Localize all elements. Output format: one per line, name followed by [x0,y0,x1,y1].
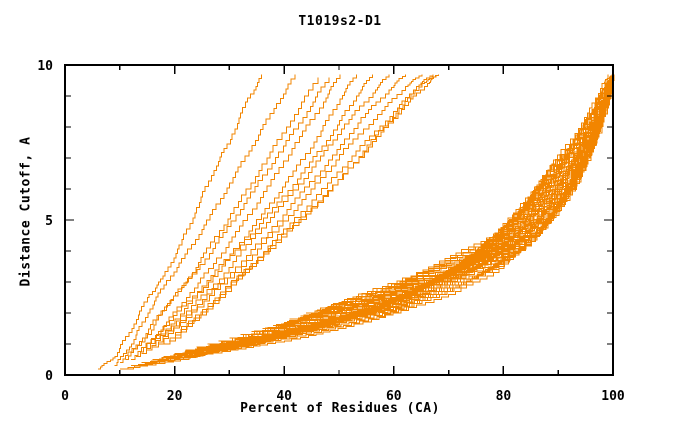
x-tick-label: 20 [167,389,183,404]
chart-title: T1019s2-D1 [298,14,382,29]
chart-series-line [97,74,262,370]
y-tick-label: 5 [45,214,53,229]
chart-series-line [174,74,440,339]
x-tick-label: 40 [276,389,292,404]
chart-series-line [163,74,434,345]
chart-series-line [136,74,357,357]
x-axis-label: Percent of Residues (CA) [240,401,440,416]
y-tick-label: 0 [45,369,53,384]
x-tick-label: 100 [601,389,625,404]
x-tick-label: 0 [61,389,69,404]
chart-series-line [114,74,296,367]
chart-series-line [125,77,330,360]
chart-series-line [119,77,319,364]
tick-labels-layer: 0 20 40 60 80 100 0 5 10 [37,59,625,404]
chart-series-line [317,74,615,311]
chart-series-line [152,74,407,348]
chart-series-line [158,74,423,345]
axes-layer [64,64,614,376]
x-tick-label: 80 [496,389,512,404]
chart-series-line [311,74,615,314]
chart-series-line [273,74,615,326]
x-tick-label: 60 [386,389,402,404]
y-axis-label: Distance Cutoff, A [18,136,34,287]
chart-series-line [130,74,341,360]
curves-layer [97,74,615,370]
chart-series-line [147,74,390,351]
chart-series-line [141,74,374,354]
y-tick-label: 10 [37,59,53,74]
